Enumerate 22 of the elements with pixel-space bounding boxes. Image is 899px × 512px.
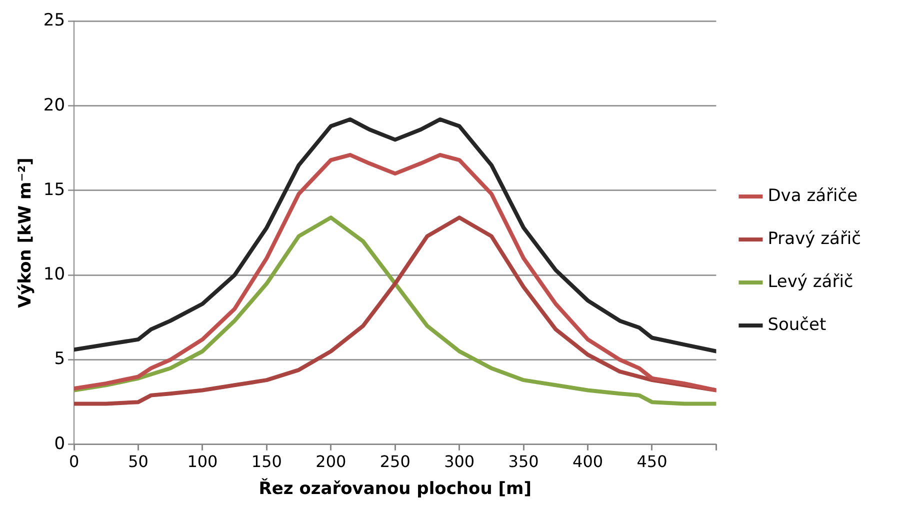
y-tick-label: 25	[43, 10, 66, 31]
legend-label: Dva zářiče	[768, 186, 858, 206]
x-tick-label: 100	[187, 452, 218, 472]
x-tick-label: 300	[444, 452, 475, 472]
y-tick-label: 20	[43, 95, 66, 116]
y-tick-label: 10	[43, 264, 66, 285]
x-tick-label: 0	[68, 452, 80, 472]
x-axis-title: Řez ozařovanou plochou [m]	[258, 478, 532, 500]
y-axis-title: Výkon [kW m⁻²]	[16, 158, 36, 308]
y-tick-label: 0	[54, 434, 66, 454]
x-tick-label: 350	[508, 452, 539, 472]
legend-label: Levý zářič	[768, 272, 854, 292]
y-tick-label: 5	[54, 349, 66, 370]
x-tick-label: 50	[128, 452, 148, 472]
y-tick-label: 15	[43, 180, 66, 200]
x-tick-label: 200	[316, 452, 346, 472]
x-tick-label: 450	[636, 452, 668, 472]
x-tick-label: 400	[572, 452, 604, 472]
legend-label: Součet	[768, 314, 826, 335]
x-tick-label: 250	[380, 452, 410, 472]
x-tick-label: 150	[251, 452, 282, 472]
legend-label: Pravý zářič	[768, 228, 862, 249]
